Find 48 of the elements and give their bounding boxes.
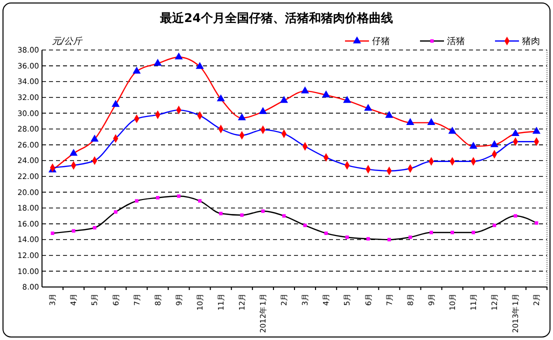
point <box>240 213 244 217</box>
point <box>514 214 518 218</box>
point <box>112 100 120 107</box>
point <box>50 232 54 236</box>
point <box>72 229 76 233</box>
point <box>92 226 96 230</box>
point <box>132 66 141 74</box>
point <box>198 199 202 203</box>
point <box>301 86 310 94</box>
point <box>90 134 99 142</box>
point <box>70 148 78 156</box>
legend-label: 活猪 <box>447 36 465 47</box>
point <box>261 209 265 213</box>
point <box>219 212 223 216</box>
point <box>156 196 160 200</box>
point <box>511 129 520 136</box>
point <box>366 237 370 241</box>
point <box>408 236 412 239</box>
point <box>492 224 496 228</box>
legend-label: 猪肉 <box>522 36 540 47</box>
point <box>490 140 498 148</box>
point <box>448 126 456 134</box>
point <box>343 96 352 103</box>
point <box>238 113 246 120</box>
point <box>258 106 267 114</box>
point <box>216 94 225 102</box>
point <box>114 210 118 214</box>
point <box>532 126 540 134</box>
point <box>385 110 394 118</box>
point <box>324 232 328 236</box>
point <box>154 58 162 66</box>
point <box>303 224 307 228</box>
point <box>427 118 436 125</box>
point <box>345 236 349 239</box>
point <box>387 238 391 242</box>
point <box>196 62 204 69</box>
chart-title: 最近24个月全国仔猪、活猪和猪肉价格曲线 <box>159 11 393 25</box>
point <box>469 142 478 149</box>
point <box>177 194 181 198</box>
y-axis-title: 元/公斤 <box>52 36 84 47</box>
point <box>134 199 138 203</box>
point <box>280 96 288 103</box>
point <box>364 104 372 111</box>
legend-label: 仔猪 <box>372 36 390 47</box>
point <box>322 90 330 98</box>
point <box>282 214 286 218</box>
point <box>406 118 414 125</box>
point <box>174 52 183 60</box>
